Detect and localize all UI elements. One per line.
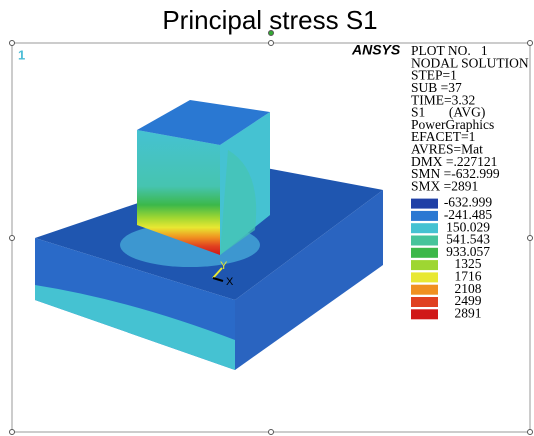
legend-swatch (411, 248, 438, 258)
page: Principal stress S1 1 ANSYS Y X PLOT NO.… (0, 0, 534, 436)
legend-swatch (411, 211, 438, 221)
legend-swatch (411, 297, 438, 307)
screenshot: Principal stress S1 1 ANSYS Y X PLOT NO.… (0, 0, 534, 436)
window-number: 1 (18, 47, 25, 62)
logo: ANSYS (351, 42, 401, 58)
legend-label: 2891 (455, 305, 482, 320)
legend-swatch (411, 260, 438, 270)
legend-swatch (411, 285, 438, 295)
info-line: SMX =2891 (411, 178, 478, 193)
legend-swatch (411, 223, 438, 233)
legend-swatch (411, 236, 438, 246)
legend-swatch (411, 272, 438, 282)
legend-swatch (411, 309, 438, 319)
legend-swatch (411, 199, 438, 209)
triad-y: Y (220, 260, 228, 272)
triad-x: X (226, 276, 234, 288)
